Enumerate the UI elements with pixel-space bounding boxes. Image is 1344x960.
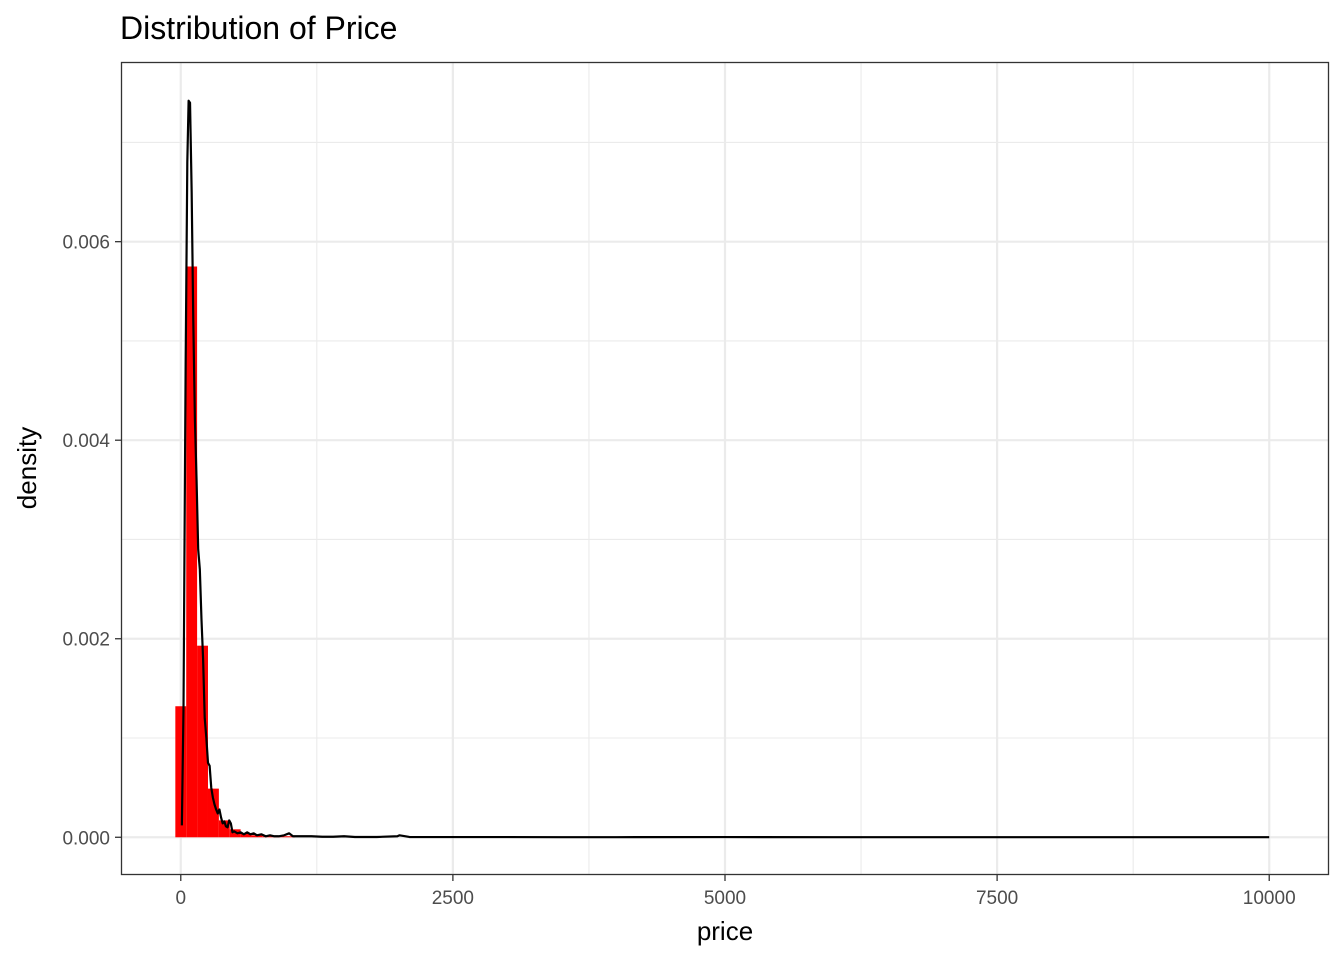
histogram-bar	[197, 645, 208, 838]
chart-title: Distribution of Price	[120, 10, 397, 46]
x-axis-title: price	[697, 916, 753, 946]
x-tick-label: 7500	[976, 888, 1018, 909]
histogram-bar	[218, 820, 230, 838]
histogram-bar	[207, 788, 219, 838]
histogram-bar	[229, 829, 241, 838]
y-axis: 0.000 0.002 0.004 0.006	[62, 233, 121, 849]
y-tick-label: 0.002	[62, 630, 110, 651]
y-tick-label: 0.000	[62, 828, 110, 849]
x-axis: 0 2500 5000 7500 10000	[175, 875, 1296, 909]
x-tick-label: 0	[175, 888, 186, 909]
x-tick-label: 5000	[704, 888, 746, 909]
x-tick-label: 10000	[1243, 888, 1296, 909]
histogram-bar	[284, 836, 296, 838]
panel-border	[120, 61, 1330, 876]
histogram-bar	[240, 833, 252, 838]
density-curve	[180, 99, 1270, 839]
histogram-bar	[186, 266, 198, 838]
y-tick-label: 0.006	[62, 233, 110, 254]
x-tick-label: 2500	[432, 888, 474, 909]
y-tick-label: 0.004	[62, 431, 110, 452]
y-axis-title: density	[12, 427, 42, 509]
histogram-bar	[175, 706, 187, 838]
density-line-layer	[180, 99, 1270, 839]
